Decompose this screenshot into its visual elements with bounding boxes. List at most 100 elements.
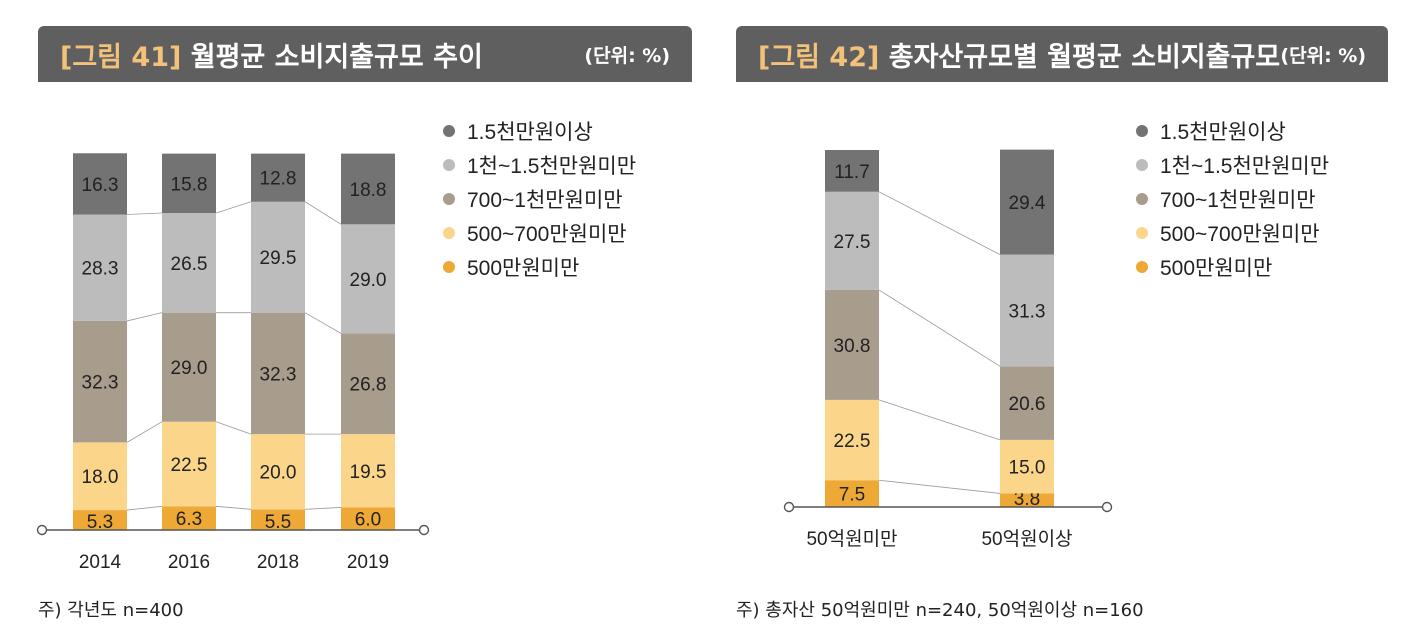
chart1-value-label: 29.0 (350, 270, 387, 291)
chart1-legend-label: 500~700만원미만 (467, 223, 627, 246)
chart2-bar-50억원미만-500만원미만 (825, 480, 879, 507)
chart1-connector-line (126, 505, 163, 511)
chart2-value-label: 27.5 (834, 232, 871, 253)
chart2-connector-line (878, 191, 1001, 255)
chart2-value-label: 3.8 (1014, 489, 1040, 510)
chart1-connector-line (304, 201, 342, 225)
chart1-connector-line (304, 507, 342, 510)
chart2-value-label: 29.4 (1009, 193, 1046, 214)
chart2-legend-label: 700~1천만원미만 (1160, 189, 1316, 212)
chart2-bar-50억원이상-500만원미만 (1000, 493, 1054, 507)
chart1-legend-label: 700~1천만원미만 (467, 189, 623, 212)
chart1-value-label: 26.8 (350, 375, 387, 396)
chart2-connector-line (878, 399, 1001, 441)
figure41-title-bar: [그림 41] 월평균 소비지출규모 추이 (단위: %) (38, 26, 692, 82)
chart1-value-label: 18.0 (82, 467, 119, 488)
chart2-axis-end-left (783, 501, 795, 513)
chart1-value-label: 6.3 (176, 509, 202, 530)
chart2-legend-label: 1.5천만원이상 (1160, 121, 1286, 144)
chart1-value-label: 29.5 (260, 248, 297, 269)
chart2-legend-label: 500만원미만 (1160, 257, 1272, 280)
chart1-bar-2014-500-700만원미만 (73, 442, 127, 511)
chart1-category-label: 2016 (168, 552, 210, 573)
chart1-value-label: 20.0 (260, 463, 297, 484)
chart2-bar-50억원미만-700-1천만원미만 (825, 289, 879, 400)
figure41-title: 월평균 소비지출규모 추이 (190, 41, 483, 73)
chart1-connector-line (215, 421, 252, 435)
chart2-bar-50억원미만-1.5천만원이상 (825, 150, 879, 192)
chart2-bar-50억원미만-1천-1.5천만원미만 (825, 191, 879, 290)
chart1-axis-end-left (36, 524, 48, 536)
chart2-bar-50억원미만-500-700만원미만 (825, 399, 879, 481)
chart2-category-label: 50억원이상 (981, 528, 1072, 550)
chart1-connector-line (304, 312, 342, 334)
chart2-connector-line (878, 479, 1001, 494)
chart1-bar-2019-500-700만원미만 (341, 434, 395, 508)
chart1-legend-label: 500만원미만 (467, 257, 579, 280)
chart1-bar-2014-700-1천만원미만 (73, 320, 127, 443)
chart1-value-label: 26.5 (171, 254, 208, 275)
chart2-bar-50억원이상-700-1천만원미만 (1000, 366, 1054, 440)
chart2-axis-end-right (1101, 501, 1113, 513)
chart1-connector-line (215, 201, 252, 214)
chart2-value-label: 20.6 (1009, 394, 1046, 415)
figure41-unit: (단위: %) (584, 44, 670, 67)
figure42-title: 총자산규모별 월평균 소비지출규모 (888, 41, 1281, 73)
chart1-bar-2016-1.5천만원이상 (162, 153, 216, 214)
chart1-connector-line (126, 421, 163, 443)
chart1-value-label: 16.3 (82, 175, 119, 196)
chart2-value-label: 15.0 (1009, 458, 1046, 479)
chart1-bar-2018-1.5천만원이상 (251, 153, 305, 202)
chart1-value-label: 12.8 (260, 169, 297, 190)
chart1-value-label: 28.3 (82, 259, 119, 280)
chart2-bar-50억원이상-1.5천만원이상 (1000, 149, 1054, 255)
chart1-bar-2019-1천-1.5천만원미만 (341, 224, 395, 334)
figure41-tag: [그림 41] (60, 41, 182, 73)
chart1-value-label: 6.0 (355, 510, 381, 531)
chart1-legend-marker (443, 159, 455, 171)
figure42-note: 주) 총자산 50억원미만 n=240, 50억원이상 n=160 (736, 600, 1144, 621)
chart1-category-label: 2018 (257, 552, 299, 573)
chart2-legend-label: 1천~1.5천만원미만 (1160, 155, 1329, 178)
chart2-legend-marker (1136, 125, 1148, 137)
chart1-legend-label: 1.5천만원이상 (467, 121, 593, 144)
chart1-value-label: 19.5 (350, 462, 387, 483)
chart1-bar-2019-700-1천만원미만 (341, 333, 395, 435)
chart1-category-label: 2019 (347, 552, 389, 573)
chart2-legend-marker (1136, 159, 1148, 171)
chart2-legend-marker (1136, 193, 1148, 205)
chart2-value-label: 30.8 (834, 336, 871, 357)
chart1-bar-2016-500-700만원미만 (162, 421, 216, 507)
chart1-bar-2016-1천-1.5천만원미만 (162, 213, 216, 313)
chart1-legend-marker (443, 227, 455, 239)
chart1-bar-2014-1천-1.5천만원미만 (73, 214, 127, 321)
chart1-value-label: 22.5 (171, 455, 208, 476)
chart1-connector-line (126, 312, 163, 322)
chart2-value-label: 31.3 (1009, 301, 1046, 322)
chart1-bar-2019-1.5천만원이상 (341, 153, 395, 225)
chart1-bar-2018-500-700만원미만 (251, 434, 305, 510)
chart2-value-label: 22.5 (834, 431, 871, 452)
figure42-title-bar: [그림 42] 총자산규모별 월평균 소비지출규모 (단위: %) (736, 26, 1388, 82)
chart1-connector-line (126, 212, 163, 215)
chart1-value-label: 5.5 (265, 512, 291, 533)
chart1-legend-marker (443, 125, 455, 137)
chart1-legend-label: 1천~1.5천만원미만 (467, 155, 636, 178)
chart1-bar-2019-500만원미만 (341, 507, 395, 530)
chart1-bar-2016-700-1천만원미만 (162, 312, 216, 422)
chart1-legend-marker (443, 193, 455, 205)
chart1-category-label: 2014 (79, 552, 122, 573)
chart2-legend-label: 500~700만원미만 (1160, 223, 1320, 246)
chart1-value-label: 5.3 (87, 512, 113, 533)
chart1-bar-2016-500만원미만 (162, 506, 216, 530)
chart1-value-label: 32.3 (82, 373, 119, 394)
chart2-legend-marker (1136, 261, 1148, 273)
chart2-value-label: 11.7 (834, 162, 870, 183)
chart1-value-label: 29.0 (171, 358, 208, 379)
chart2-connector-line (878, 289, 1001, 367)
chart1-bar-2018-1천-1.5천만원미만 (251, 201, 305, 313)
chart1-value-label: 18.8 (350, 180, 387, 201)
chart1-value-label: 32.3 (260, 364, 297, 385)
chart2-category-label: 50억원미만 (806, 528, 897, 550)
